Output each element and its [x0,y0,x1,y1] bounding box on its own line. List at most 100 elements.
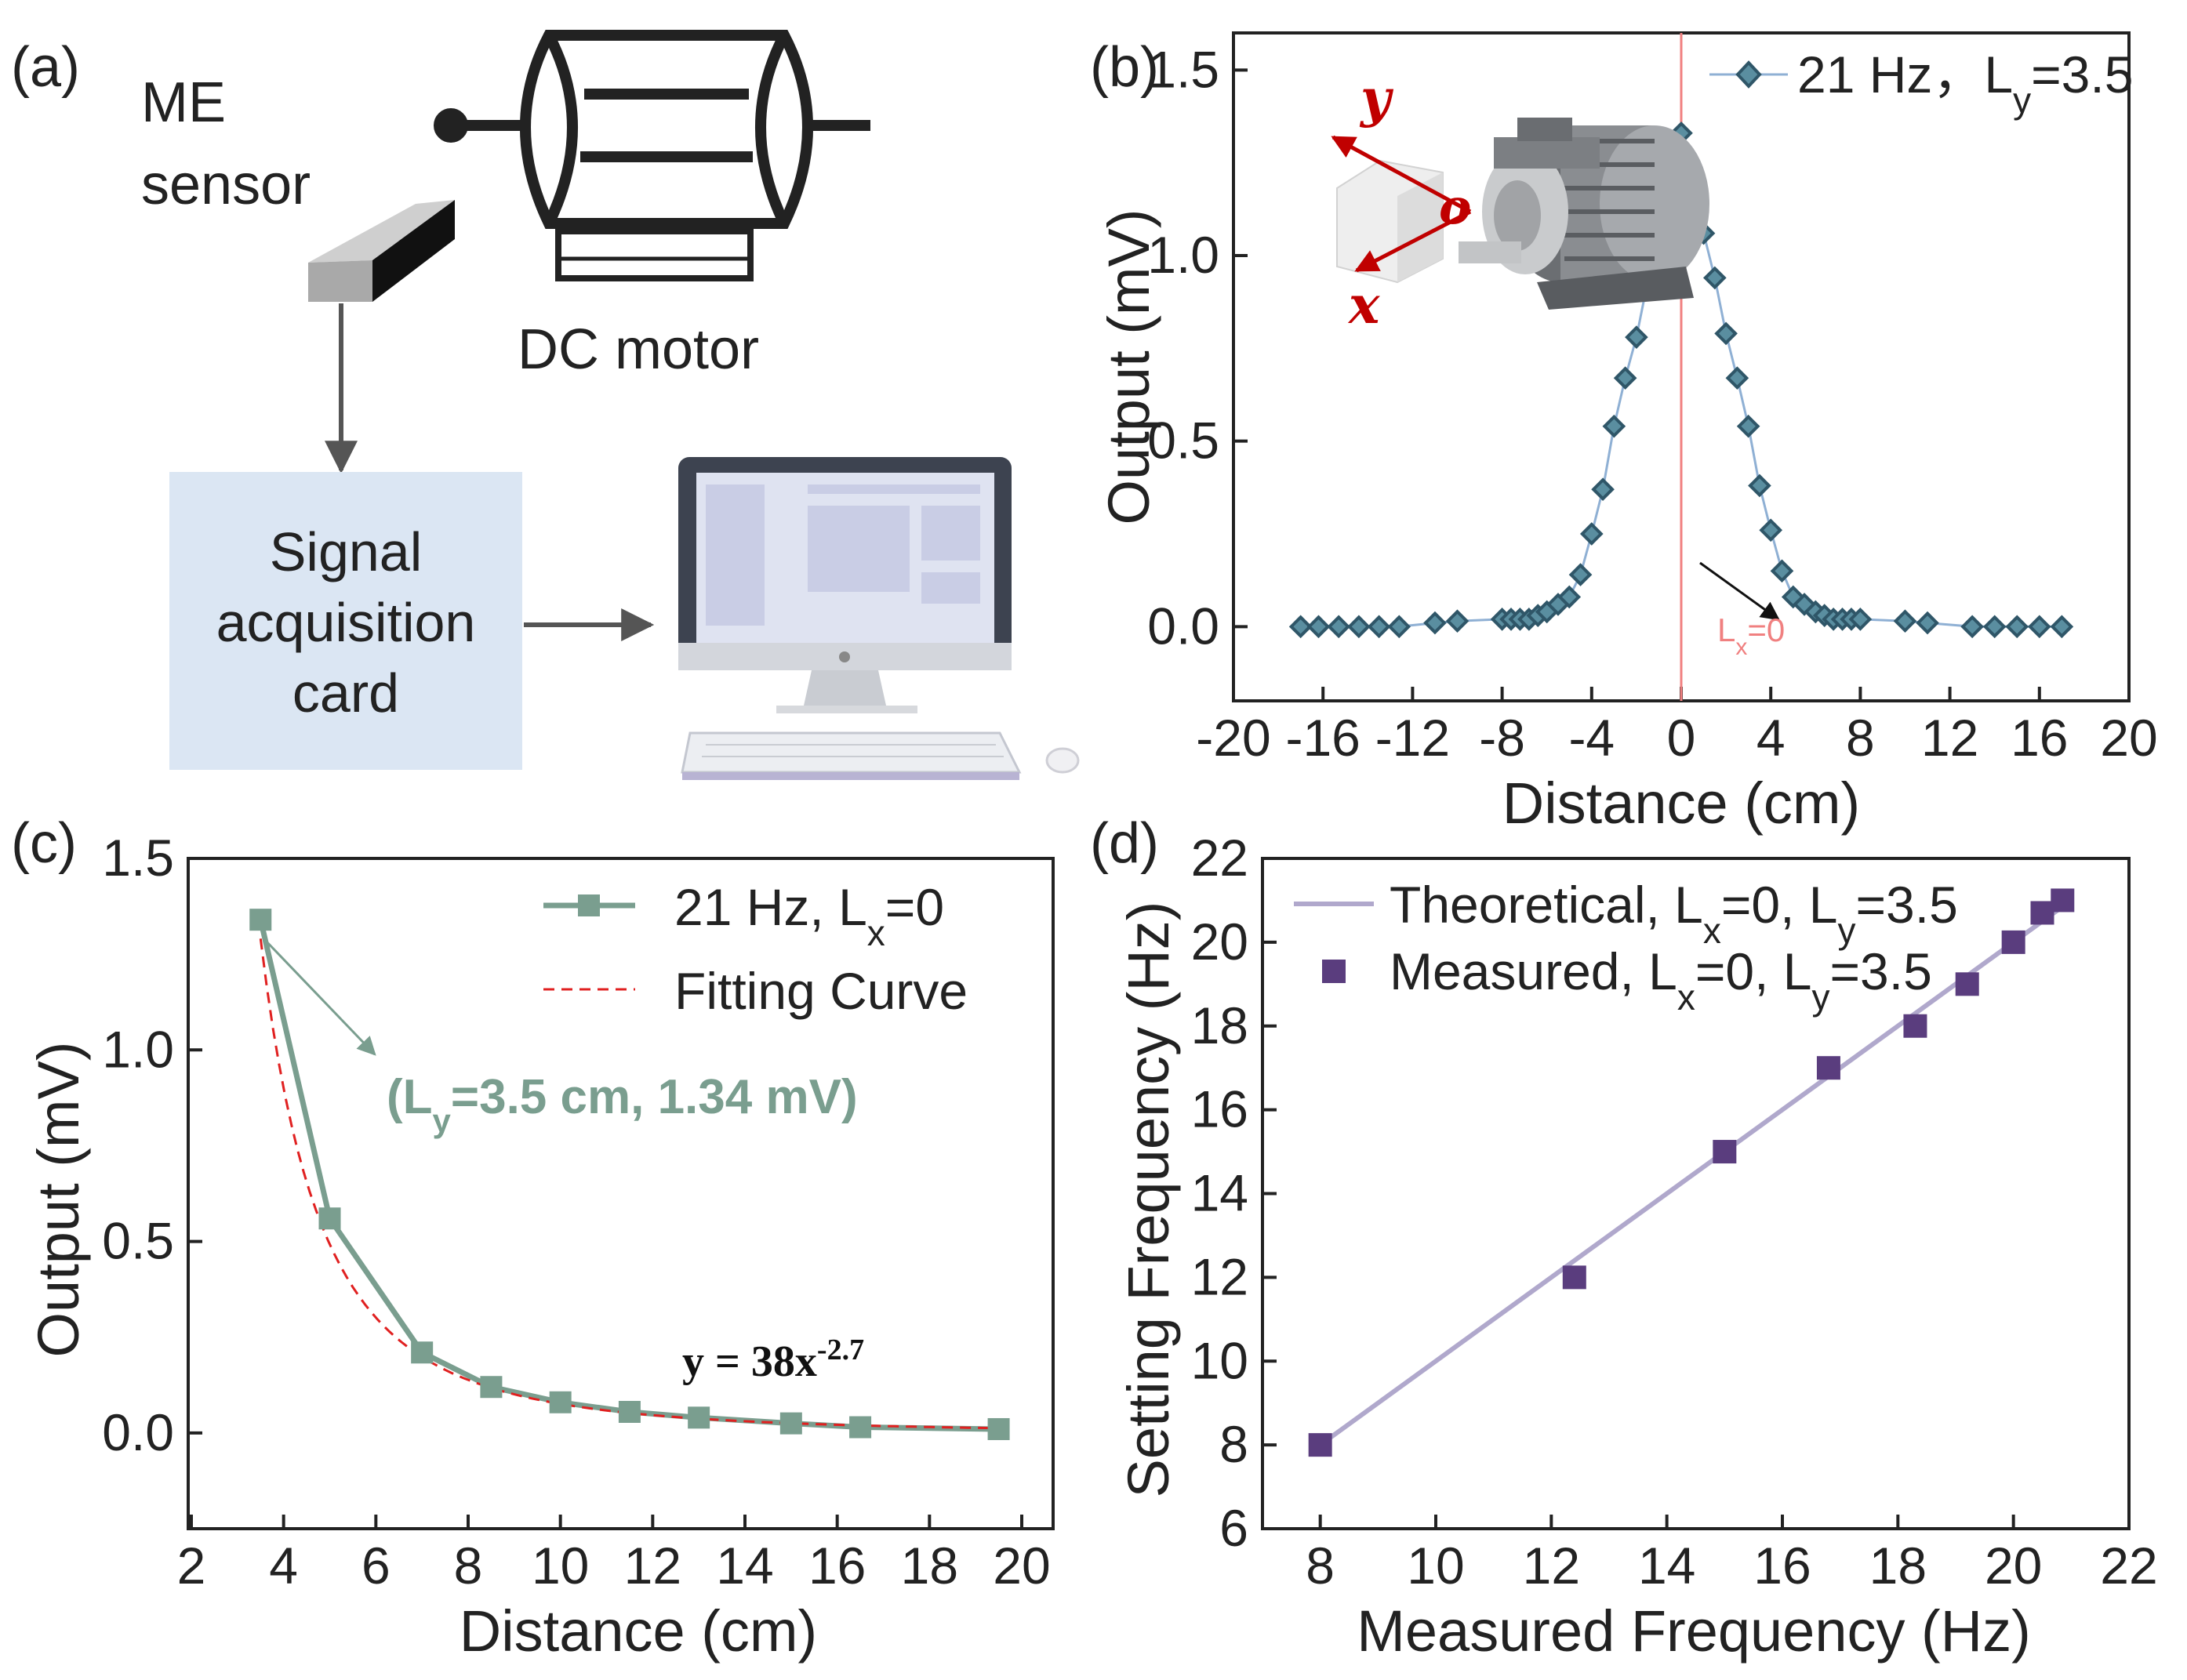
c-data-point [779,1412,802,1435]
plot-c-frame [187,857,1055,1530]
d-data-point [1713,1140,1737,1164]
b-data-point [1445,609,1470,633]
panel-label-d: (d) [1090,812,1159,875]
inset-x-label: x [1347,274,1380,336]
b-data-point [2027,615,2051,639]
panel-label-c: (c) [11,812,77,875]
b-x-tick-label: 12 [1921,709,1978,767]
b-x-axis-label: Distance (cm) [1502,771,1860,836]
c-x-tick-label: 6 [361,1537,391,1595]
d-legend-measured: Measured, Lx=0, Ly=3.5 [1390,942,1932,1018]
inset-o-label: o [1439,178,1471,235]
d-y-axis-label: Setting Frequency (Hz) [1116,902,1181,1498]
b-data-point [1916,611,1939,635]
panel-label-a: (a) [11,36,80,99]
c-annotation-text: (Ly=3.5 cm, 1.34 mV) [387,1070,858,1139]
b-data-point [1327,615,1351,639]
panel-label-b: (b) [1090,36,1159,99]
c-data-point [411,1341,434,1364]
b-x-tick-label: -20 [1196,709,1270,767]
c-x-tick-label: 10 [532,1537,589,1595]
c-x-tick-label: 14 [716,1537,773,1595]
d-data-point [1903,1014,1927,1038]
b-data-point [1982,615,2007,639]
c-legend: 21 Hz, Lx=0 Fitting Curve [543,878,968,1020]
d-data-point [1955,972,1979,996]
b-data-point [1613,366,1637,390]
d-y-ticks: 6 8 10 12 14 16 18 20 22 [1191,829,1277,1557]
b-data-point [1557,585,1582,609]
b-data-point [1770,559,1794,583]
b-y-tick-label: 0.0 [1147,597,1219,655]
b-x-ticks: -20 -16 -12 -8 -4 0 4 8 12 16 20 [1196,687,2158,767]
c-legend-series: 21 Hz, Lx=0 [674,878,944,953]
b-data-point [1591,477,1615,502]
c-y-ticks: 0.0 0.5 1.0 1.5 [102,829,202,1461]
inset-y-axis-arrow [1331,135,1472,214]
inset-y-label: y [1359,67,1394,129]
b-data-point [1288,615,1313,639]
d-y-tick-label: 10 [1191,1331,1248,1389]
dc-motor-icon [434,30,870,281]
d-x-tick-label: 18 [1869,1537,1927,1595]
c-series-points [249,909,1010,1440]
c-x-tick-label: 20 [993,1537,1050,1595]
c-data-point [549,1391,572,1413]
b-data-point [1579,522,1604,546]
d-y-tick-label: 14 [1191,1164,1248,1222]
c-x-ticks: 2 4 6 8 10 12 14 16 18 20 [177,1515,1051,1595]
c-data-point [480,1376,503,1399]
b-x-tick-label: 16 [2011,709,2068,767]
b-x-tick-label: 20 [2100,709,2157,767]
b-x-tick-label: 0 [1667,709,1696,767]
c-x-tick-label: 16 [808,1537,866,1595]
sensor-label-line1: ME [141,71,226,134]
b-data-point [1725,366,1749,390]
b-y-tick-label: 0.5 [1147,412,1219,470]
d-x-tick-label: 20 [1985,1537,2042,1595]
b-lx0-arrow [1699,561,1780,621]
b-x-tick-label: -12 [1375,709,1450,767]
c-x-tick-label: 8 [454,1537,483,1595]
panel-c: (c) 2 4 6 8 10 12 14 16 18 20 0.0 0.5 1.0 1.5 Distan… [11,812,1055,1664]
d-data-point [2001,930,2025,954]
c-data-point [849,1416,872,1439]
b-x-tick-label: 8 [1846,709,1875,767]
panel-b: (b) -20 -16 -12 -8 -4 0 4 8 12 16 20 0.00.51.01.5 … [1090,31,2158,836]
card-label-line2: acquisition [216,592,476,653]
c-annotation-arrow [262,937,376,1056]
d-legend-theory: Theoretical, Lx=0, Ly=3.5 [1390,876,1958,951]
b-data-point [1960,615,1984,639]
b-legend-label: 21 Hz，Ly=3.5 [1797,45,2133,121]
b-y-tick-label: 1.5 [1147,40,1219,98]
d-x-tick-label: 12 [1523,1537,1580,1595]
c-data-point [618,1400,641,1423]
b-data-point [1893,609,1917,633]
me-sensor-icon [308,200,455,302]
d-x-ticks: 8 10 12 14 16 18 20 22 [1306,1515,2158,1595]
b-data-point [1736,414,1760,438]
c-y-tick-label: 0.5 [102,1212,174,1270]
b-data-point [1625,325,1648,349]
c-y-axis-label: Output (mV) [26,1042,91,1358]
d-theory-line [1318,898,2073,1447]
motor-body-icon [1459,118,1709,310]
b-x-tick-label: -8 [1479,709,1525,767]
b-x-tick-label: -16 [1286,709,1361,767]
b-y-tick-label: 1.0 [1147,226,1219,284]
d-x-tick-label: 8 [1306,1537,1335,1595]
b-x-tick-label: -4 [1568,709,1615,767]
b-data-point [2005,615,2029,639]
b-data-point [1748,474,1771,498]
b-lx0-label: Lx=0 [1717,611,1785,660]
b-data-point [1602,414,1626,438]
b-data-point [1568,563,1593,586]
b-y-axis-label: Output (mV) [1096,209,1161,525]
d-x-tick-label: 14 [1638,1537,1695,1595]
motor-inset-illustration: y o x [1331,67,1709,336]
sensor-label-line2: sensor [141,154,311,216]
d-x-tick-label: 16 [1753,1537,1811,1595]
d-data-point [1816,1056,1840,1080]
c-fit-curve [259,938,999,1430]
